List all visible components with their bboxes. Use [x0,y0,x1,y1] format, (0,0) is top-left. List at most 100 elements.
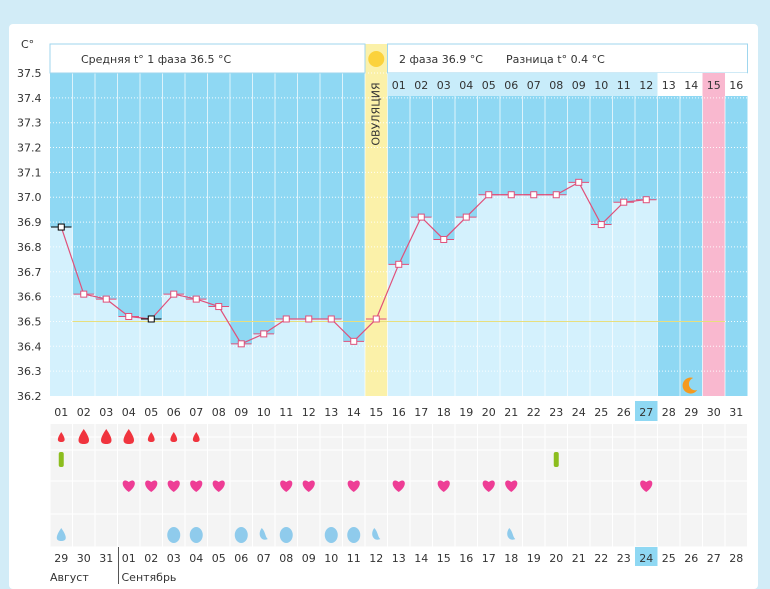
temp-point [147,315,155,323]
temp-difference: Разница t° 0.4 °С [506,53,605,66]
test-icon [58,452,64,467]
y-tick-label: 37.2 [17,142,42,155]
temp-point [597,221,605,229]
temp-point [192,295,200,303]
bleeding-heavy-icon [123,429,134,444]
temp-point [462,213,470,221]
x-day-label: 18 [437,406,451,419]
discharge-icon [167,527,181,543]
phase2-day-cell [680,73,703,96]
temp-bar [297,318,320,396]
calendar-date: 06 [234,552,248,565]
temp-point [417,213,425,221]
discharge-icon [234,527,248,543]
y-tick-label: 36.5 [17,315,42,328]
x-day-label: 07 [189,406,203,419]
temp-point [215,303,223,311]
phase2-day-cell [410,73,433,96]
temp-bar [72,294,95,396]
phase2-day-label: 03 [437,79,451,92]
x-day-label: 27 [639,406,653,419]
temp-point [350,337,358,345]
calendar-date: 05 [212,552,226,565]
x-day-label: 28 [662,406,676,419]
x-day-label: 15 [369,406,383,419]
y-tick-label: 36.3 [17,365,42,378]
sun-icon [368,51,385,67]
phase2-day-cell [657,73,680,96]
temp-point [80,290,88,298]
temp-bar [230,343,253,396]
calendar-date: 31 [99,552,113,565]
phase2-average: 2 фаза 36.9 °С [399,53,483,66]
temp-point [552,191,560,199]
temp-point [485,191,493,199]
temp-bar [342,341,365,396]
x-day-label: 08 [212,406,226,419]
phase2-day-cell [635,73,658,96]
temp-bar [387,264,410,396]
x-day-label: 30 [707,406,721,419]
heart-icon [640,480,653,492]
y-tick-label: 36.9 [17,216,42,229]
temp-point [327,315,335,323]
phase2-day-cell [387,73,410,96]
phase2-day-label: 13 [662,79,676,92]
x-day-label: 21 [504,406,518,419]
x-day-label: 25 [594,406,608,419]
calendar-date: 28 [729,552,743,565]
calendar-date: 26 [684,552,698,565]
temp-bar [95,299,118,396]
y-tick-label: 37.3 [17,117,42,130]
phase2-day-label: 14 [684,79,698,92]
month-label: Сентябрь [122,571,177,584]
x-day-label: 19 [459,406,473,419]
calendar-date: 24 [639,552,653,565]
phase2-day-label: 12 [639,79,653,92]
temp-point [57,223,65,231]
temperature-points [51,178,657,348]
phase2-day-label: 15 [707,79,721,92]
discharge-curl-icon [507,528,516,540]
phase2-day-cell [590,73,613,96]
x-day-label: 26 [617,406,631,419]
y-tick-label: 36.6 [17,291,42,304]
heart-icon [302,480,315,492]
temp-bar [477,194,500,396]
y-tick-label: 37.1 [17,166,42,179]
temp-point [440,235,448,243]
bleeding-heavy-icon [78,429,89,444]
temp-bar [432,239,455,396]
temp-bar [117,316,140,396]
calendar-today-highlight [635,547,658,566]
chart-card: Средняя t° 1 фаза 36.5 °С 2 фаза 36.9 °С Р… [9,24,758,589]
calendar-date: 16 [459,552,473,565]
phase2-day-label: 01 [392,79,406,92]
temp-point [530,191,538,199]
calendar-date: 15 [437,552,451,565]
temp-bar [185,299,208,396]
x-day-label: 06 [167,406,181,419]
temp-bar [635,199,658,396]
x-day-label: 24 [572,406,586,419]
phase2-day-row: 01 02 03 04 05 06 07 08 09 10 11 12 13 14 15 16 [387,73,748,96]
bleeding-light-icon [170,432,178,442]
phase2-day-label: 05 [482,79,496,92]
discharge-curl-icon [259,528,268,540]
x-day-label: 02 [77,406,91,419]
calendar-date: 22 [594,552,608,565]
calendar-date: 01 [122,552,136,565]
calendar-date: 23 [617,552,631,565]
calendar-date: 07 [257,552,271,565]
heart-icon [145,480,158,492]
calendar-date: 10 [324,552,338,565]
temp-bar [162,294,185,396]
heart-icon [437,480,450,492]
temp-point [395,260,403,268]
phase2-day-label: 09 [572,79,586,92]
phase2-day-cell [500,73,523,96]
temp-bar [545,194,568,396]
temp-bar [590,224,613,396]
calendar-date: 30 [77,552,91,565]
phase2-day-cell [477,73,500,96]
